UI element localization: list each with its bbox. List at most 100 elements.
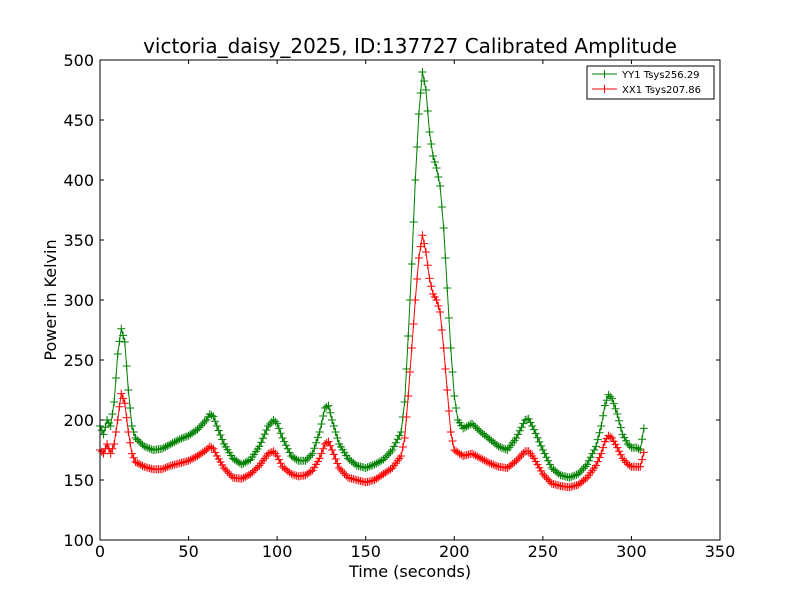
data-point: [604, 390, 613, 399]
data-point: [420, 77, 429, 85]
data-point: [397, 428, 406, 436]
data-point: [593, 435, 602, 444]
data-point: [110, 440, 119, 448]
data-point: [269, 416, 278, 424]
data-point: [595, 453, 604, 462]
data-point: [388, 446, 397, 454]
data-point: [545, 460, 554, 469]
data-point: [599, 443, 608, 452]
data-point: [244, 456, 253, 465]
data-point: [218, 435, 227, 444]
data-point: [271, 417, 280, 426]
data-point: [283, 444, 292, 453]
data-point: [432, 296, 441, 304]
data-point: [305, 453, 314, 462]
data-point: [133, 435, 142, 444]
data-point: [241, 458, 250, 467]
data-point: [99, 430, 108, 439]
data-point: [163, 441, 172, 450]
data-point: [292, 455, 301, 464]
data-point: [443, 284, 452, 292]
data-point: [592, 461, 600, 470]
data-point: [492, 462, 501, 471]
data-point: [577, 466, 586, 475]
data-point: [158, 444, 166, 453]
data-point: [537, 441, 546, 450]
data-point: [607, 394, 616, 403]
data-point: [475, 453, 484, 462]
data-point: [161, 463, 170, 472]
data-point: [335, 464, 344, 472]
data-point: [439, 344, 448, 352]
data-point: [478, 455, 487, 464]
data-point: [429, 152, 438, 160]
data-point: [393, 435, 402, 444]
data-point: [473, 452, 482, 461]
data-point: [241, 472, 250, 481]
data-point: [466, 420, 475, 429]
data-point: [333, 434, 342, 442]
data-point: [136, 460, 145, 469]
data-point: [262, 426, 271, 435]
data-point: [492, 440, 501, 449]
data-point: [115, 402, 124, 411]
data-point: [313, 433, 322, 442]
data-point: [581, 475, 590, 484]
data-point: [381, 453, 390, 462]
data-point: [423, 261, 432, 270]
data-point: [499, 444, 508, 453]
data-point: [386, 447, 395, 456]
data-point: [528, 422, 537, 430]
data-point: [386, 465, 395, 474]
data-point: [398, 443, 407, 451]
data-point: [108, 410, 117, 418]
x-tick-label: 100: [262, 542, 293, 561]
data-point: [413, 143, 422, 151]
data-point: [120, 338, 129, 346]
data-point: [421, 86, 430, 94]
data-point: [592, 442, 600, 451]
data-point: [443, 386, 452, 394]
data-point: [363, 463, 372, 472]
data-point: [248, 468, 257, 477]
data-point: [322, 402, 331, 411]
data-point: [535, 437, 544, 446]
data-point: [196, 421, 205, 430]
data-point: [473, 424, 482, 433]
data-point: [326, 408, 335, 417]
data-point: [616, 450, 625, 459]
data-point: [510, 458, 519, 467]
data-point: [514, 454, 523, 463]
data-point: [615, 416, 624, 425]
data-point: [565, 473, 574, 482]
data-point: [482, 457, 491, 466]
data-point: [615, 447, 624, 456]
data-point: [191, 452, 200, 461]
data-point: [491, 461, 500, 470]
data-point: [103, 440, 112, 448]
data-point: [237, 460, 246, 469]
y-tick-label: 250: [63, 351, 94, 370]
data-point: [303, 455, 312, 463]
data-point: [623, 440, 632, 448]
data-point: [315, 428, 324, 436]
data-point: [397, 452, 406, 460]
y-tick-label: 150: [63, 471, 94, 490]
data-point: [126, 404, 135, 412]
data-point: [282, 441, 290, 450]
data-point: [113, 350, 122, 358]
data-point: [526, 418, 535, 427]
data-point: [193, 425, 202, 434]
data-point: [425, 274, 434, 283]
data-point: [188, 454, 197, 463]
data-point: [101, 423, 110, 432]
data-point: [400, 434, 409, 442]
data-point: [409, 320, 418, 328]
data-point: [266, 448, 275, 457]
data-point: [207, 443, 216, 452]
data-point: [542, 453, 551, 462]
data-point: [243, 457, 252, 466]
data-point: [181, 433, 190, 442]
data-point: [471, 451, 480, 460]
